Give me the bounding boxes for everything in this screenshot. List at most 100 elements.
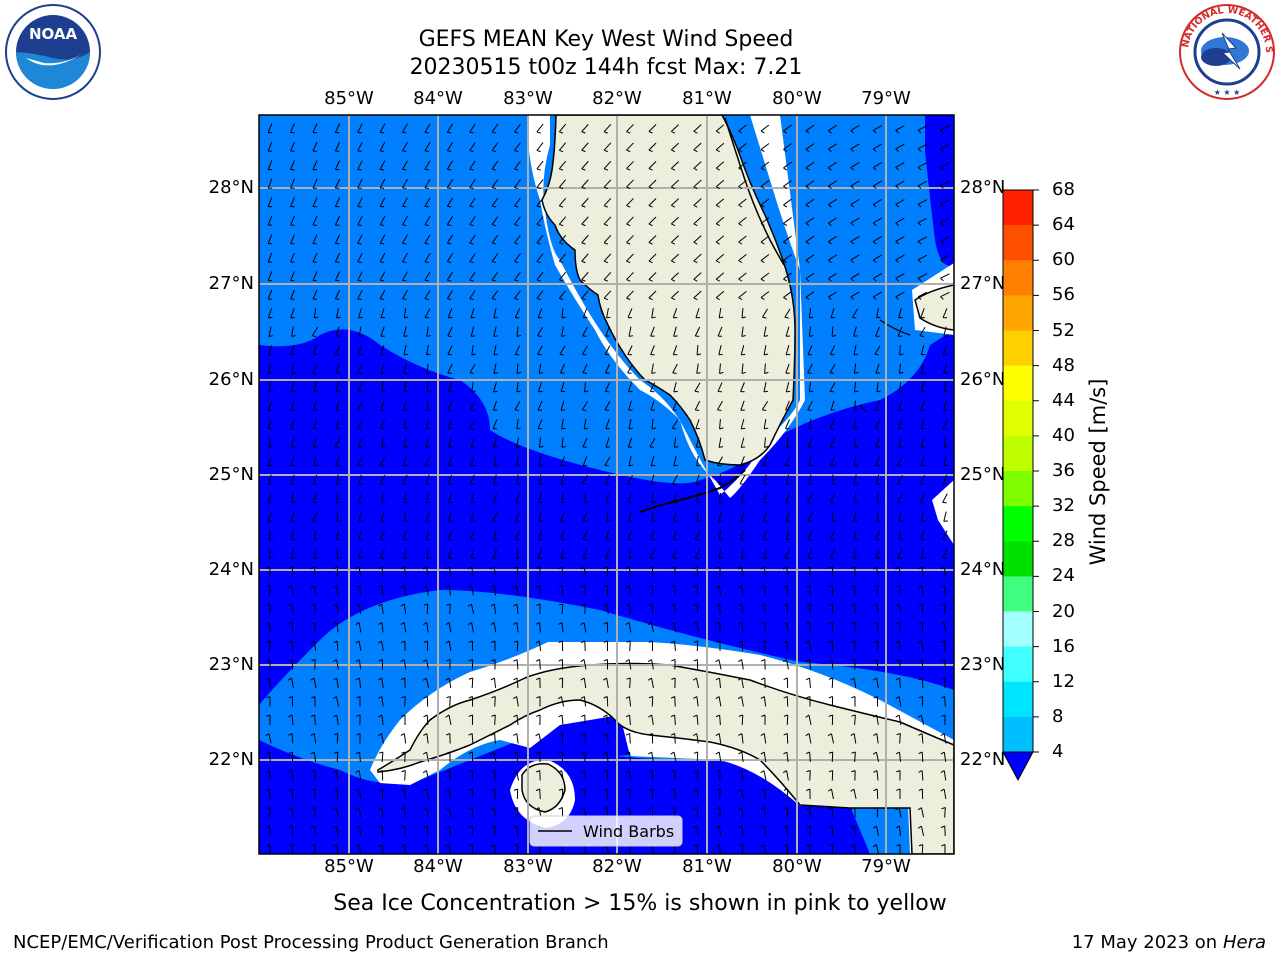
wind-barb <box>426 659 429 670</box>
wind-barb <box>334 289 341 300</box>
wind-barb <box>875 474 880 485</box>
wind-barb <box>628 566 632 578</box>
wind-barb-flag <box>716 807 721 810</box>
wind-barb-flag <box>850 222 855 226</box>
wind-barb-flag <box>917 166 922 171</box>
lat-label-right: 25°N <box>960 464 1006 485</box>
wind-barb-flag <box>873 788 878 792</box>
wind-barb <box>536 197 544 207</box>
wind-barb <box>738 253 747 262</box>
wind-barb-flag <box>469 261 474 264</box>
wind-barb-flag <box>830 446 835 448</box>
wind-barb-flag <box>422 770 427 774</box>
wind-barb <box>336 548 339 559</box>
wind-barb-flag <box>828 241 832 245</box>
wind-barb-flag <box>671 204 676 208</box>
wind-barb <box>581 290 589 299</box>
lat-label-left: 27°N <box>208 273 254 294</box>
wind-barb-flag <box>715 751 720 755</box>
wind-barb <box>717 326 723 337</box>
wind-barb-flag <box>940 659 945 662</box>
wind-barb-flag <box>558 603 564 606</box>
wind-barb <box>268 474 272 485</box>
wind-barb <box>874 530 881 540</box>
wind-barb <box>808 474 812 485</box>
wind-barb-flag <box>876 519 881 522</box>
wind-barb-flag <box>872 241 877 245</box>
wind-barb <box>449 585 451 596</box>
wind-barb <box>268 363 272 374</box>
wind-barb-flag <box>627 483 632 485</box>
wind-barb-flag <box>445 825 450 829</box>
wind-barb <box>268 825 272 837</box>
wind-barb <box>515 585 520 596</box>
wind-barb-flag <box>514 224 519 227</box>
wind-barb-flag <box>940 622 945 626</box>
wind-barb <box>897 400 903 411</box>
wind-barb <box>920 382 925 392</box>
wind-barb-flag <box>918 751 923 755</box>
wind-barb <box>851 308 859 318</box>
wind-barb <box>267 215 273 226</box>
wind-barb-flag <box>651 316 656 319</box>
wind-barb <box>582 511 588 522</box>
wind-barb-flag <box>314 538 319 541</box>
wind-barb <box>312 289 318 300</box>
wind-barb <box>850 198 860 206</box>
wind-barb-flag <box>671 186 676 190</box>
lon-label-bottom: 84°W <box>413 856 463 877</box>
wind-barb-flag <box>806 603 811 606</box>
wind-barb-flag <box>333 566 338 570</box>
wind-barb <box>673 530 677 540</box>
wind-barb-flag <box>696 353 702 356</box>
wind-barb <box>469 419 476 429</box>
wind-barb-flag <box>266 696 271 699</box>
wind-barb <box>582 456 588 466</box>
wind-barb <box>738 198 747 206</box>
wind-barb <box>831 659 834 670</box>
wind-barb <box>850 124 860 132</box>
wind-barb-flag <box>423 603 428 606</box>
wind-barb-flag <box>828 807 833 810</box>
wind-barb-flag <box>805 259 810 263</box>
wind-barb-flag <box>899 353 904 356</box>
wind-barb <box>584 751 586 763</box>
lon-label-top: 81°W <box>682 88 732 109</box>
wind-barb <box>895 217 905 224</box>
wind-barb <box>628 659 632 670</box>
wind-barb <box>537 419 543 429</box>
wind-barb <box>403 603 407 615</box>
wind-barb-flag <box>400 566 405 570</box>
wind-barb <box>381 437 384 448</box>
wind-barb <box>649 548 656 559</box>
wind-barb <box>516 474 519 485</box>
wind-barb-flag <box>918 677 923 681</box>
wind-barb-flag <box>671 297 676 301</box>
wind-barb-flag <box>895 714 900 718</box>
wind-barb-flag <box>265 825 270 829</box>
wind-barb-flag <box>310 733 315 736</box>
wind-barb-flag <box>291 538 296 541</box>
wind-barb <box>673 622 677 633</box>
wind-barb <box>561 492 564 504</box>
wind-barb <box>583 418 587 430</box>
wind-barb <box>696 696 699 707</box>
wind-barb-flag <box>603 242 609 245</box>
wind-barb <box>426 326 429 337</box>
wind-barb-flag <box>581 223 586 227</box>
wind-barb-flag <box>423 733 428 736</box>
wind-barb <box>627 345 633 355</box>
wind-barb <box>651 418 654 430</box>
wind-barb <box>606 529 609 541</box>
wind-barb-flag <box>491 825 496 828</box>
wind-barb <box>491 511 499 522</box>
wind-barb-flag <box>760 186 765 190</box>
wind-barb-flag <box>671 260 676 264</box>
wind-barb <box>943 622 947 633</box>
wind-barb <box>717 382 723 392</box>
wind-barb-flag <box>671 149 676 153</box>
wind-barb <box>537 382 543 392</box>
lat-label-right: 23°N <box>960 654 1006 675</box>
wind-barb <box>809 677 811 689</box>
wind-barb-flag <box>851 714 856 717</box>
